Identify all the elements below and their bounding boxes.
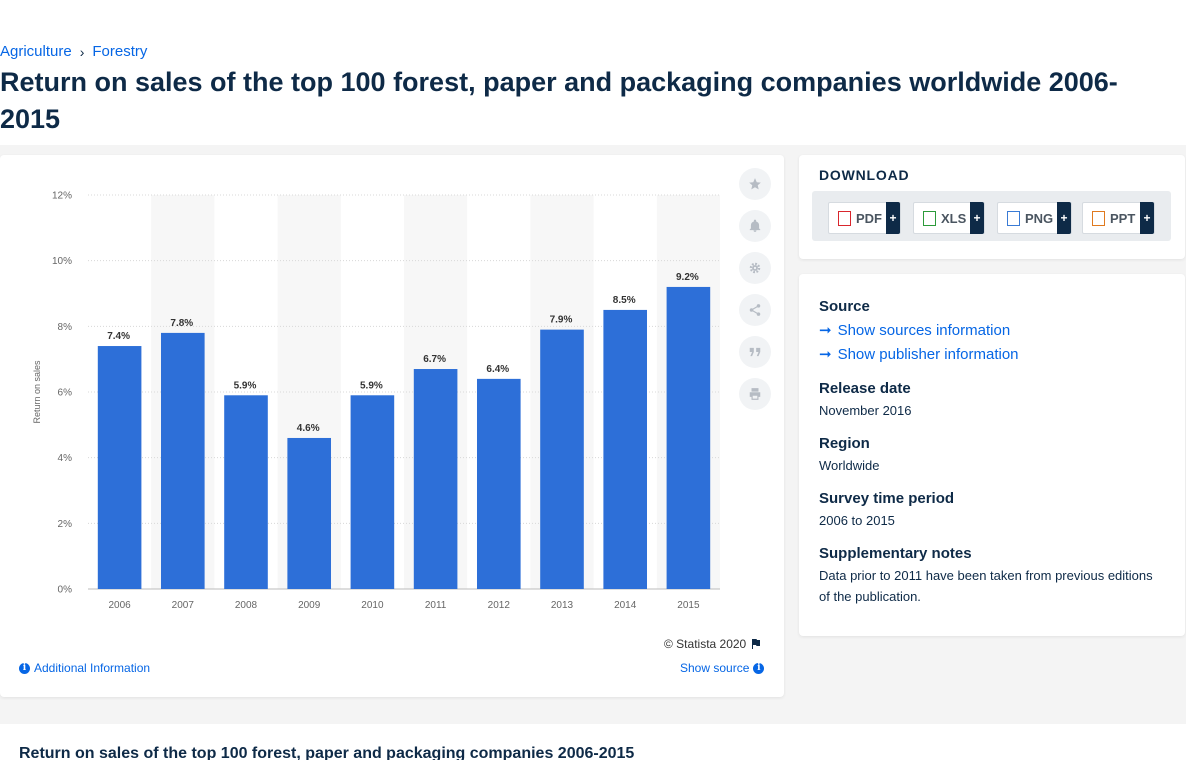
download-pdf-label: PDF xyxy=(856,210,882,226)
x-tick-label: 2008 xyxy=(235,600,258,611)
data-label: 7.9% xyxy=(550,315,573,326)
bar-2014 xyxy=(603,309,648,589)
bar-2009 xyxy=(287,437,332,589)
data-label: 6.7% xyxy=(423,354,446,365)
download-pdf-button[interactable]: PDF + xyxy=(828,202,901,234)
data-label: 5.9% xyxy=(234,380,257,391)
bar-2007 xyxy=(160,332,205,589)
plus-icon[interactable]: + xyxy=(1057,202,1071,234)
show-publisher-link[interactable]: ➞ Show publisher information xyxy=(819,345,1019,364)
show-source-link[interactable]: Show source i xyxy=(680,661,765,675)
bell-icon[interactable] xyxy=(739,210,771,242)
credit-text: © Statista 2020 xyxy=(664,637,747,651)
png-file-icon xyxy=(1007,210,1020,226)
data-label: 4.6% xyxy=(297,423,320,434)
arrow-right-icon: ➞ xyxy=(819,322,832,339)
y-tick-label: 0% xyxy=(58,585,73,596)
xls-file-icon xyxy=(923,210,936,226)
bar-chart: 0% 2% 4% 6% 8% 10% 12% Return on sales 7.4% 2006 7… xyxy=(32,191,720,611)
info-icon: i xyxy=(753,662,765,674)
show-source-label: Show source xyxy=(680,661,750,675)
y-tick-label: 4% xyxy=(58,453,73,464)
info-icon: i xyxy=(19,662,30,674)
gear-icon[interactable] xyxy=(739,252,771,284)
supplementary-notes-heading: Supplementary notes xyxy=(819,545,972,562)
plus-icon[interactable]: + xyxy=(886,202,900,234)
x-tick-label: 2014 xyxy=(614,600,637,611)
chart-card: 0% 2% 4% 6% 8% 10% 12% Return on sales 7.4% 2006 7… xyxy=(0,155,784,697)
x-tick-label: 2013 xyxy=(551,600,574,611)
download-title: DOWNLOAD xyxy=(819,167,910,183)
bar-2012 xyxy=(476,378,521,589)
data-label: 8.5% xyxy=(613,295,636,306)
arrow-right-icon: ➞ xyxy=(819,346,832,363)
x-tick-label: 2007 xyxy=(172,600,195,611)
release-date-heading: Release date xyxy=(819,380,911,397)
release-date-value: November 2016 xyxy=(819,403,912,418)
description-title: Return on sales of the top 100 forest, p… xyxy=(19,745,635,760)
x-tick-label: 2006 xyxy=(108,600,131,611)
download-card: DOWNLOAD PDF + XLS + PNG + PPT + xyxy=(799,155,1185,259)
download-buttons: PDF + XLS + PNG + PPT + xyxy=(812,191,1171,241)
y-tick-label: 12% xyxy=(52,191,72,202)
data-label: 6.4% xyxy=(486,364,509,375)
data-label: 5.9% xyxy=(360,380,383,391)
data-label: 7.4% xyxy=(107,331,130,342)
bar-2011 xyxy=(413,369,458,589)
data-label: 7.8% xyxy=(170,318,193,329)
breadcrumb-separator: › xyxy=(79,43,85,60)
print-icon[interactable] xyxy=(739,378,771,410)
region-heading: Region xyxy=(819,435,870,452)
y-tick-label: 6% xyxy=(58,388,73,399)
show-sources-link[interactable]: ➞ Show sources information xyxy=(819,321,1011,340)
y-tick-label: 8% xyxy=(58,322,73,333)
survey-period-heading: Survey time period xyxy=(819,490,955,507)
breadcrumb-agriculture[interactable]: Agriculture xyxy=(0,43,72,60)
flag-icon xyxy=(752,639,761,649)
download-ppt-label: PPT xyxy=(1110,210,1136,226)
header-band xyxy=(0,0,1186,145)
download-xls-button[interactable]: XLS + xyxy=(913,202,985,234)
download-png-label: PNG xyxy=(1025,210,1054,226)
bar-2008 xyxy=(224,395,268,589)
download-xls-label: XLS xyxy=(941,210,967,226)
statistic-details: Source ➞ Show sources information ➞ Show… xyxy=(799,274,1185,636)
bar-2006 xyxy=(97,346,142,589)
page-title: Return on sales of the top 100 forest, p… xyxy=(0,67,1118,134)
plus-icon[interactable]: + xyxy=(1140,202,1154,234)
star-icon[interactable] xyxy=(739,168,771,200)
data-label: 9.2% xyxy=(676,272,699,283)
x-tick-label: 2012 xyxy=(488,600,511,611)
download-ppt-button[interactable]: PPT + xyxy=(1082,202,1155,234)
bar-2013 xyxy=(540,329,584,589)
x-tick-label: 2010 xyxy=(361,600,384,611)
additional-information-link[interactable]: i Additional Information xyxy=(19,661,150,675)
supplementary-notes-value: Data prior to 2011 have been taken from … xyxy=(819,568,1153,604)
chart-toolbar xyxy=(739,168,771,410)
download-png-button[interactable]: PNG + xyxy=(997,202,1072,234)
breadcrumb: Agriculture › Forestry xyxy=(0,43,147,60)
description-card: Return on sales of the top 100 forest, p… xyxy=(0,724,1186,760)
x-tick-label: 2015 xyxy=(677,600,700,611)
y-tick-label: 2% xyxy=(58,519,73,530)
y-axis-title: Return on sales xyxy=(32,360,42,424)
bar-2015 xyxy=(666,286,711,589)
statista-credit[interactable]: © Statista 2020 xyxy=(664,637,762,651)
share-icon[interactable] xyxy=(739,294,771,326)
x-tick-label: 2011 xyxy=(425,600,447,611)
y-tick-label: 10% xyxy=(52,256,72,267)
breadcrumb-forestry[interactable]: Forestry xyxy=(92,43,148,60)
additional-information-label: Additional Information xyxy=(34,661,151,675)
survey-period-value: 2006 to 2015 xyxy=(819,513,895,528)
show-sources-label: Show sources information xyxy=(837,321,1011,339)
pdf-file-icon xyxy=(838,210,851,226)
x-tick-label: 2009 xyxy=(298,600,321,611)
region-value: Worldwide xyxy=(819,458,880,473)
show-publisher-label: Show publisher information xyxy=(837,345,1019,363)
source-heading: Source xyxy=(819,298,870,315)
ppt-file-icon xyxy=(1092,210,1105,226)
plus-icon[interactable]: + xyxy=(970,202,984,234)
quote-icon[interactable] xyxy=(739,336,771,368)
bar-2010 xyxy=(350,395,395,589)
